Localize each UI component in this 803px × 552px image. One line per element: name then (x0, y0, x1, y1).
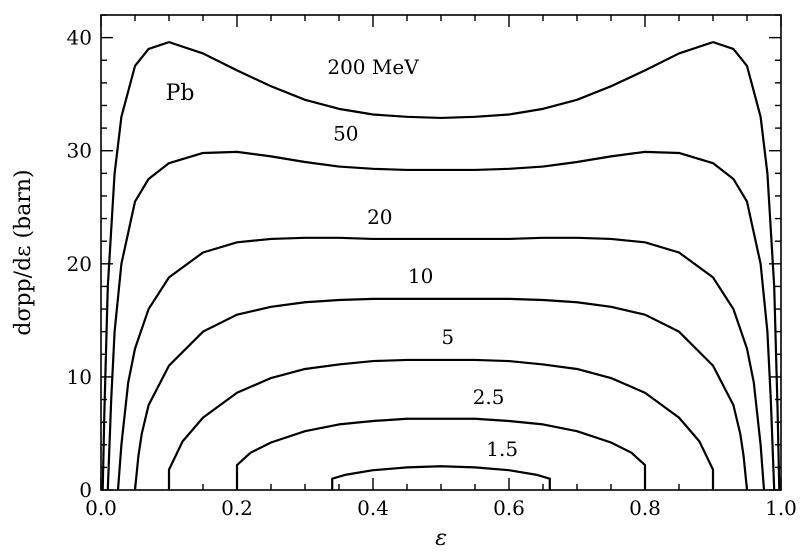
plot-layer (101, 41, 781, 491)
y-tick-label: 30 (67, 139, 92, 163)
y-tick-label: 20 (67, 252, 92, 276)
y-axis-label: dσpp/dε (barn) (11, 169, 36, 335)
x-tick-label: 0.4 (357, 496, 389, 520)
x-tick-label: 0.6 (493, 496, 525, 520)
series-line-3 (116, 236, 766, 491)
annotation-pb: Pb (166, 81, 195, 106)
x-tick-label: 0.2 (221, 496, 253, 520)
curve-label: 50 (333, 122, 358, 146)
series-line-5 (167, 358, 715, 490)
curve-label: 20 (367, 205, 392, 229)
x-tick-label: 0.0 (85, 496, 117, 520)
series-line-1 (101, 41, 781, 491)
curve-label: 5 (441, 325, 454, 349)
labels-layer: 0.0 0.2 0.4 0.6 0.8 1.0 0 10 20 30 40 200 MeV 50 20 10… (67, 26, 797, 520)
y-tick-label: 10 (67, 365, 92, 389)
y-tick-label: 40 (67, 26, 92, 50)
x-tick-label: 1.0 (765, 496, 797, 520)
y-tick-label: 0 (79, 478, 92, 502)
series-line-2 (106, 150, 776, 491)
curve-label: 2.5 (473, 385, 505, 409)
x-axis-label: ε (435, 526, 447, 547)
series-line-4 (133, 297, 749, 491)
x-tick-label: 0.8 (629, 496, 661, 520)
curve-label: 10 (408, 264, 433, 288)
series-line-7 (331, 465, 551, 490)
series-line-6 (235, 417, 647, 490)
curve-label: 200 MeV (327, 55, 419, 79)
ticks-layer (100, 14, 782, 491)
curve-label: 1.5 (486, 437, 518, 461)
